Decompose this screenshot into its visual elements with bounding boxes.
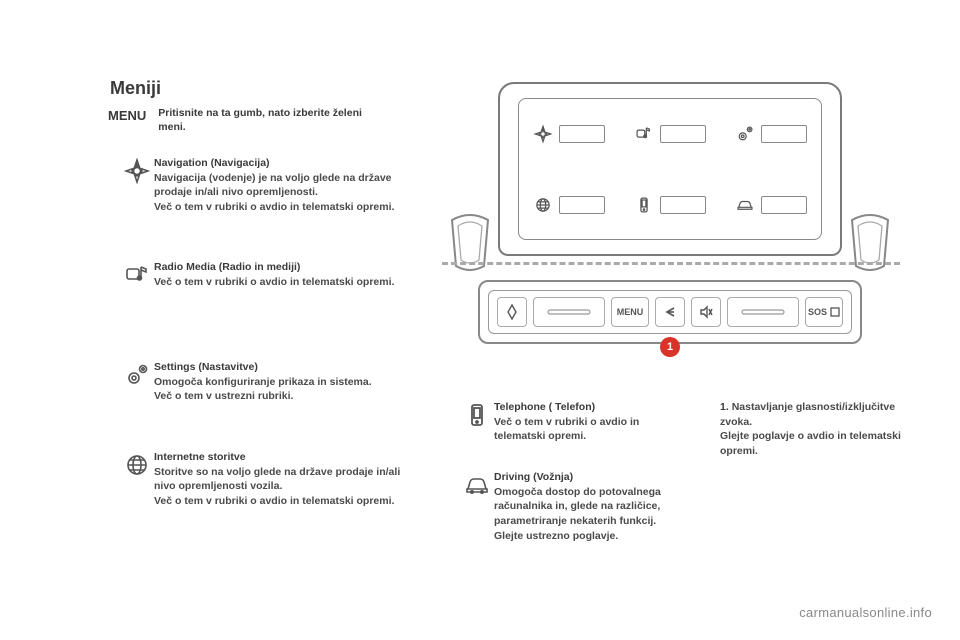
grid-cell-phone (619, 169, 720, 240)
gear-icon (735, 124, 755, 144)
item-radio-media: Radio Media (Radio in mediji) Več o tem … (120, 260, 410, 289)
item-heading: Driving (Vožnja) (494, 471, 573, 483)
note-prefix: 1. (720, 401, 729, 413)
globe-icon (120, 450, 154, 478)
car-icon (735, 195, 755, 215)
music-note-icon (634, 124, 654, 144)
menu-button-row: MENU Pritisnite na ta gumb, nato izberit… (108, 106, 408, 134)
phone-icon (460, 400, 494, 428)
touchscreen-grid (518, 98, 822, 240)
slot (660, 125, 706, 143)
touchscreen-frame (498, 82, 842, 256)
slot (660, 196, 706, 214)
item-body: Več o tem v rubriki o avdio in telematsk… (494, 416, 639, 443)
item-driving: Driving (Vožnja) Omogoča dostop do potov… (460, 470, 710, 543)
item-text: Telephone ( Telefon) Več o tem v rubriki… (494, 400, 690, 444)
item-text: Internetne storitve Storitve so na voljo… (154, 450, 410, 509)
car-icon (460, 470, 494, 498)
grid-cell-internet (518, 169, 619, 240)
grid-cell-driving (721, 169, 822, 240)
back-arrow-icon (663, 305, 677, 319)
ds-logo-icon (504, 304, 520, 320)
menu-button-text: Pritisnite na ta gumb, nato izberite žel… (158, 106, 388, 134)
item-navigation: Navigation (Navigacija) Navigacija (vode… (120, 156, 410, 215)
footer-url: carmanualsonline.info (799, 605, 932, 620)
minus-bar-icon (544, 307, 594, 317)
note-text: Nastavljanje glasnosti/izključitve zvoka… (720, 401, 901, 457)
menu-button-label: MENU (108, 106, 146, 123)
item-body: Več o tem v rubriki o avdio in telematsk… (154, 276, 394, 288)
page: Meniji MENU Pritisnite na ta gumb, nato … (0, 0, 960, 640)
dashed-divider (442, 262, 900, 265)
item-heading: Telephone ( Telefon) (494, 401, 595, 413)
item-body: Navigacija (vodenje) je na voljo glede n… (154, 172, 394, 213)
item-text: Driving (Vožnja) Omogoča dostop do potov… (494, 470, 710, 543)
sos-button: SOS (805, 297, 843, 327)
grid-cell-nav (518, 98, 619, 169)
plus-bar-icon (738, 307, 788, 317)
slot (761, 196, 807, 214)
item-body: Storitve so na voljo glede na države pro… (154, 466, 400, 507)
item-body: Omogoča dostop do potovalnega računalnik… (494, 486, 661, 542)
item-heading: Settings (Nastavitve) (154, 361, 258, 373)
gear-icon (120, 360, 154, 388)
device-illustration: MENU SOS 1 (460, 82, 880, 344)
slot (761, 125, 807, 143)
page-title: Meniji (110, 78, 161, 99)
item-heading: Internetne storitve (154, 451, 246, 463)
slot (559, 196, 605, 214)
logo-button (497, 297, 527, 327)
numbered-note: 1. Nastavljanje glasnosti/izključitve zv… (720, 400, 930, 459)
sos-label: SOS (808, 307, 827, 317)
grid-cell-settings (721, 98, 822, 169)
compass-icon (120, 156, 154, 184)
slot (559, 125, 605, 143)
speaker-mute-icon (699, 305, 713, 319)
item-body: Omogoča konfiguriranje prikaza in sistem… (154, 376, 372, 403)
control-panel: MENU SOS 1 (478, 280, 862, 344)
item-heading: Radio Media (Radio in mediji) (154, 261, 300, 273)
item-text: Navigation (Navigacija) Navigacija (vode… (154, 156, 410, 215)
menu-button: MENU (611, 297, 649, 327)
item-heading: Navigation (Navigacija) (154, 157, 270, 169)
item-text: 1. Nastavljanje glasnosti/izključitve zv… (720, 400, 930, 459)
music-note-icon (120, 260, 154, 288)
back-button (655, 297, 685, 327)
grid-cell-media (619, 98, 720, 169)
control-panel-inner: MENU SOS (488, 290, 852, 334)
item-text: Radio Media (Radio in mediji) Več o tem … (154, 260, 394, 289)
item-settings: Settings (Nastavitve) Omogoča konfigurir… (120, 360, 410, 404)
item-telephone: Telephone ( Telefon) Več o tem v rubriki… (460, 400, 690, 444)
phone-icon (634, 195, 654, 215)
mute-button (691, 297, 721, 327)
callout-marker-1: 1 (660, 337, 680, 357)
item-text: Settings (Nastavitve) Omogoča konfigurir… (154, 360, 372, 404)
item-internet: Internetne storitve Storitve so na voljo… (120, 450, 410, 509)
vol-down-button (533, 297, 605, 327)
compass-icon (533, 124, 553, 144)
vol-up-button (727, 297, 799, 327)
sos-square-icon (830, 307, 840, 317)
globe-icon (533, 195, 553, 215)
